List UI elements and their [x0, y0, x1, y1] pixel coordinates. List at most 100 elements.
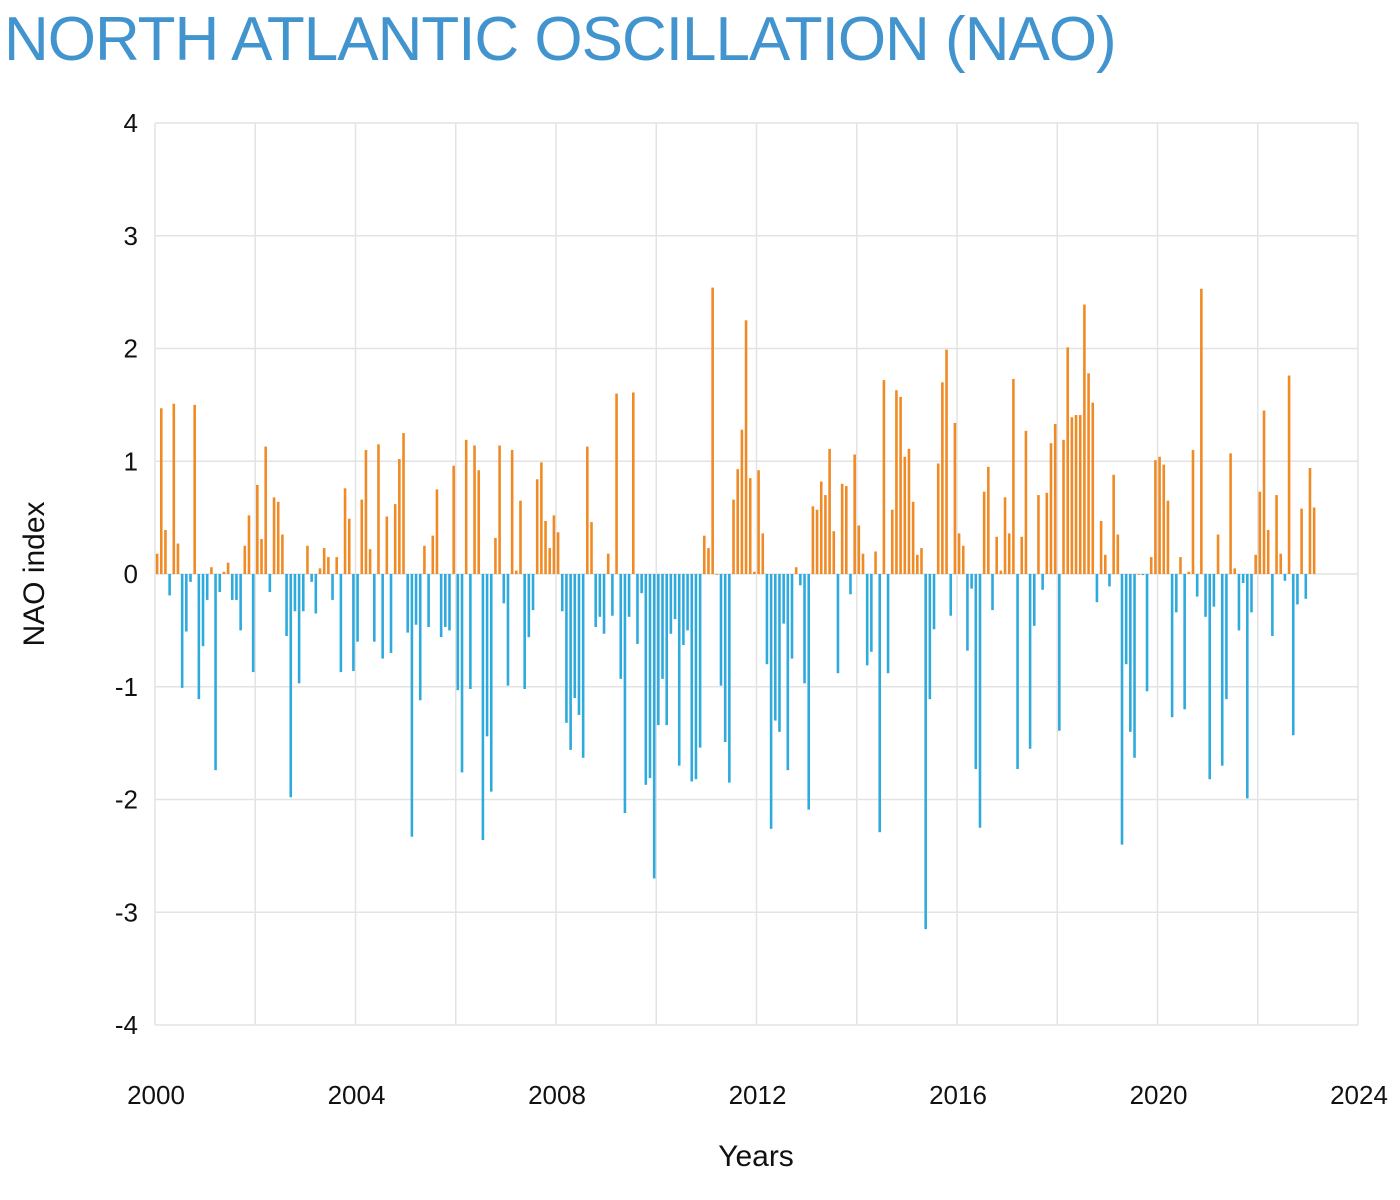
bar-month-164 — [840, 483, 844, 574]
bar-month-204 — [1007, 533, 1011, 574]
bar-month-39 — [318, 568, 322, 574]
bar-month-209 — [1028, 574, 1032, 749]
bar-month-245 — [1179, 557, 1182, 574]
bar-month-153 — [794, 567, 798, 574]
x-axis-label: Years — [718, 1140, 794, 1173]
bar-month-36 — [306, 545, 309, 574]
bar-month-251 — [1204, 574, 1207, 617]
bar-month-122 — [665, 574, 668, 726]
bar-month-5 — [176, 543, 180, 574]
bar-month-34 — [297, 574, 301, 684]
bar-month-99 — [569, 574, 572, 750]
bar-month-266 — [1266, 530, 1270, 574]
bar-month-111 — [619, 574, 623, 679]
y-tick-label: 4 — [124, 108, 138, 138]
bar-month-145 — [761, 533, 765, 574]
bar-month-230 — [1116, 534, 1120, 574]
bar-month-62 — [414, 574, 418, 625]
bar-month-20 — [239, 574, 242, 631]
bar-month-228 — [1108, 574, 1111, 587]
bar-month-176 — [890, 509, 894, 574]
bar-month-241 — [1162, 464, 1166, 574]
bar-month-120 — [657, 574, 660, 726]
bar-month-9 — [193, 404, 196, 575]
bar-month-150 — [782, 574, 785, 624]
bar-month-16 — [222, 571, 226, 574]
bar-month-151 — [786, 574, 790, 771]
bar-month-254 — [1216, 534, 1220, 574]
bar-month-235 — [1137, 574, 1140, 575]
bar-month-187 — [936, 463, 940, 574]
bar-month-225 — [1095, 574, 1099, 603]
bar-month-42 — [331, 574, 334, 600]
bar-month-141 — [744, 320, 748, 574]
bar-month-276 — [1308, 468, 1312, 574]
bar-month-255 — [1220, 574, 1224, 766]
bar-month-56 — [389, 574, 393, 653]
bar-month-37 — [310, 574, 313, 582]
bar-month-74 — [464, 439, 468, 574]
bar-month-108 — [606, 553, 610, 574]
bar-month-117 — [644, 574, 648, 785]
bar-month-159 — [819, 481, 823, 574]
bar-month-185 — [928, 574, 932, 700]
bar-month-123 — [669, 574, 673, 634]
bar-month-222 — [1083, 304, 1086, 574]
bar-month-211 — [1037, 495, 1040, 574]
bar-month-194 — [966, 574, 969, 651]
bar-month-84 — [506, 574, 510, 686]
bar-month-28 — [272, 497, 276, 574]
bar-month-259 — [1237, 574, 1241, 631]
bar-month-89 — [527, 574, 531, 638]
bar-month-107 — [602, 574, 606, 634]
bar-month-277 — [1312, 507, 1316, 574]
bar-month-45 — [343, 488, 347, 574]
bar-month-110 — [615, 393, 618, 574]
bar-month-144 — [757, 470, 760, 574]
bar-month-15 — [218, 574, 222, 593]
bar-month-113 — [627, 574, 631, 617]
bar-month-186 — [932, 574, 936, 630]
bar-month-60 — [406, 574, 410, 633]
bar-month-181 — [911, 501, 915, 574]
bar-month-175 — [886, 574, 890, 674]
bar-month-78 — [481, 574, 485, 841]
bar-month-168 — [857, 525, 861, 574]
bar-month-43 — [335, 557, 338, 574]
bar-month-155 — [803, 574, 806, 684]
bar-month-247 — [1187, 571, 1191, 574]
bar-month-249 — [1195, 574, 1199, 597]
bar-month-114 — [631, 392, 635, 574]
bar-month-21 — [243, 545, 247, 574]
bar-month-23 — [251, 574, 255, 673]
bar-month-100 — [573, 574, 577, 699]
bar-month-10 — [197, 574, 201, 700]
bar-month-178 — [899, 396, 902, 574]
bar-month-195 — [970, 574, 973, 589]
bar-month-98 — [565, 574, 568, 723]
bar-month-172 — [874, 551, 877, 574]
bar-month-248 — [1191, 449, 1195, 574]
x-axis-ticks: 2000 2004 2008 2012 2016 2020 2024 — [127, 1080, 1388, 1110]
bar-month-79 — [485, 574, 489, 737]
x-tick-label: 2016 — [929, 1080, 987, 1110]
bar-month-220 — [1074, 415, 1078, 574]
bar-month-223 — [1087, 373, 1090, 574]
bar-month-31 — [285, 574, 288, 637]
bar-month-50 — [364, 449, 368, 574]
bar-month-30 — [281, 534, 284, 574]
y-tick-label: 3 — [124, 221, 138, 251]
bar-month-22 — [247, 515, 251, 574]
bar-month-81 — [494, 537, 497, 574]
bar-month-121 — [661, 574, 664, 679]
bar-month-160 — [824, 495, 827, 574]
bar-month-188 — [941, 382, 944, 574]
bar-month-103 — [586, 446, 589, 574]
bar-month-213 — [1045, 492, 1049, 574]
bar-month-90 — [531, 574, 535, 611]
bar-month-240 — [1158, 456, 1161, 574]
bar-month-157 — [811, 506, 815, 574]
bar-month-275 — [1304, 574, 1308, 599]
bar-month-234 — [1133, 574, 1136, 758]
bar-month-167 — [853, 454, 856, 574]
